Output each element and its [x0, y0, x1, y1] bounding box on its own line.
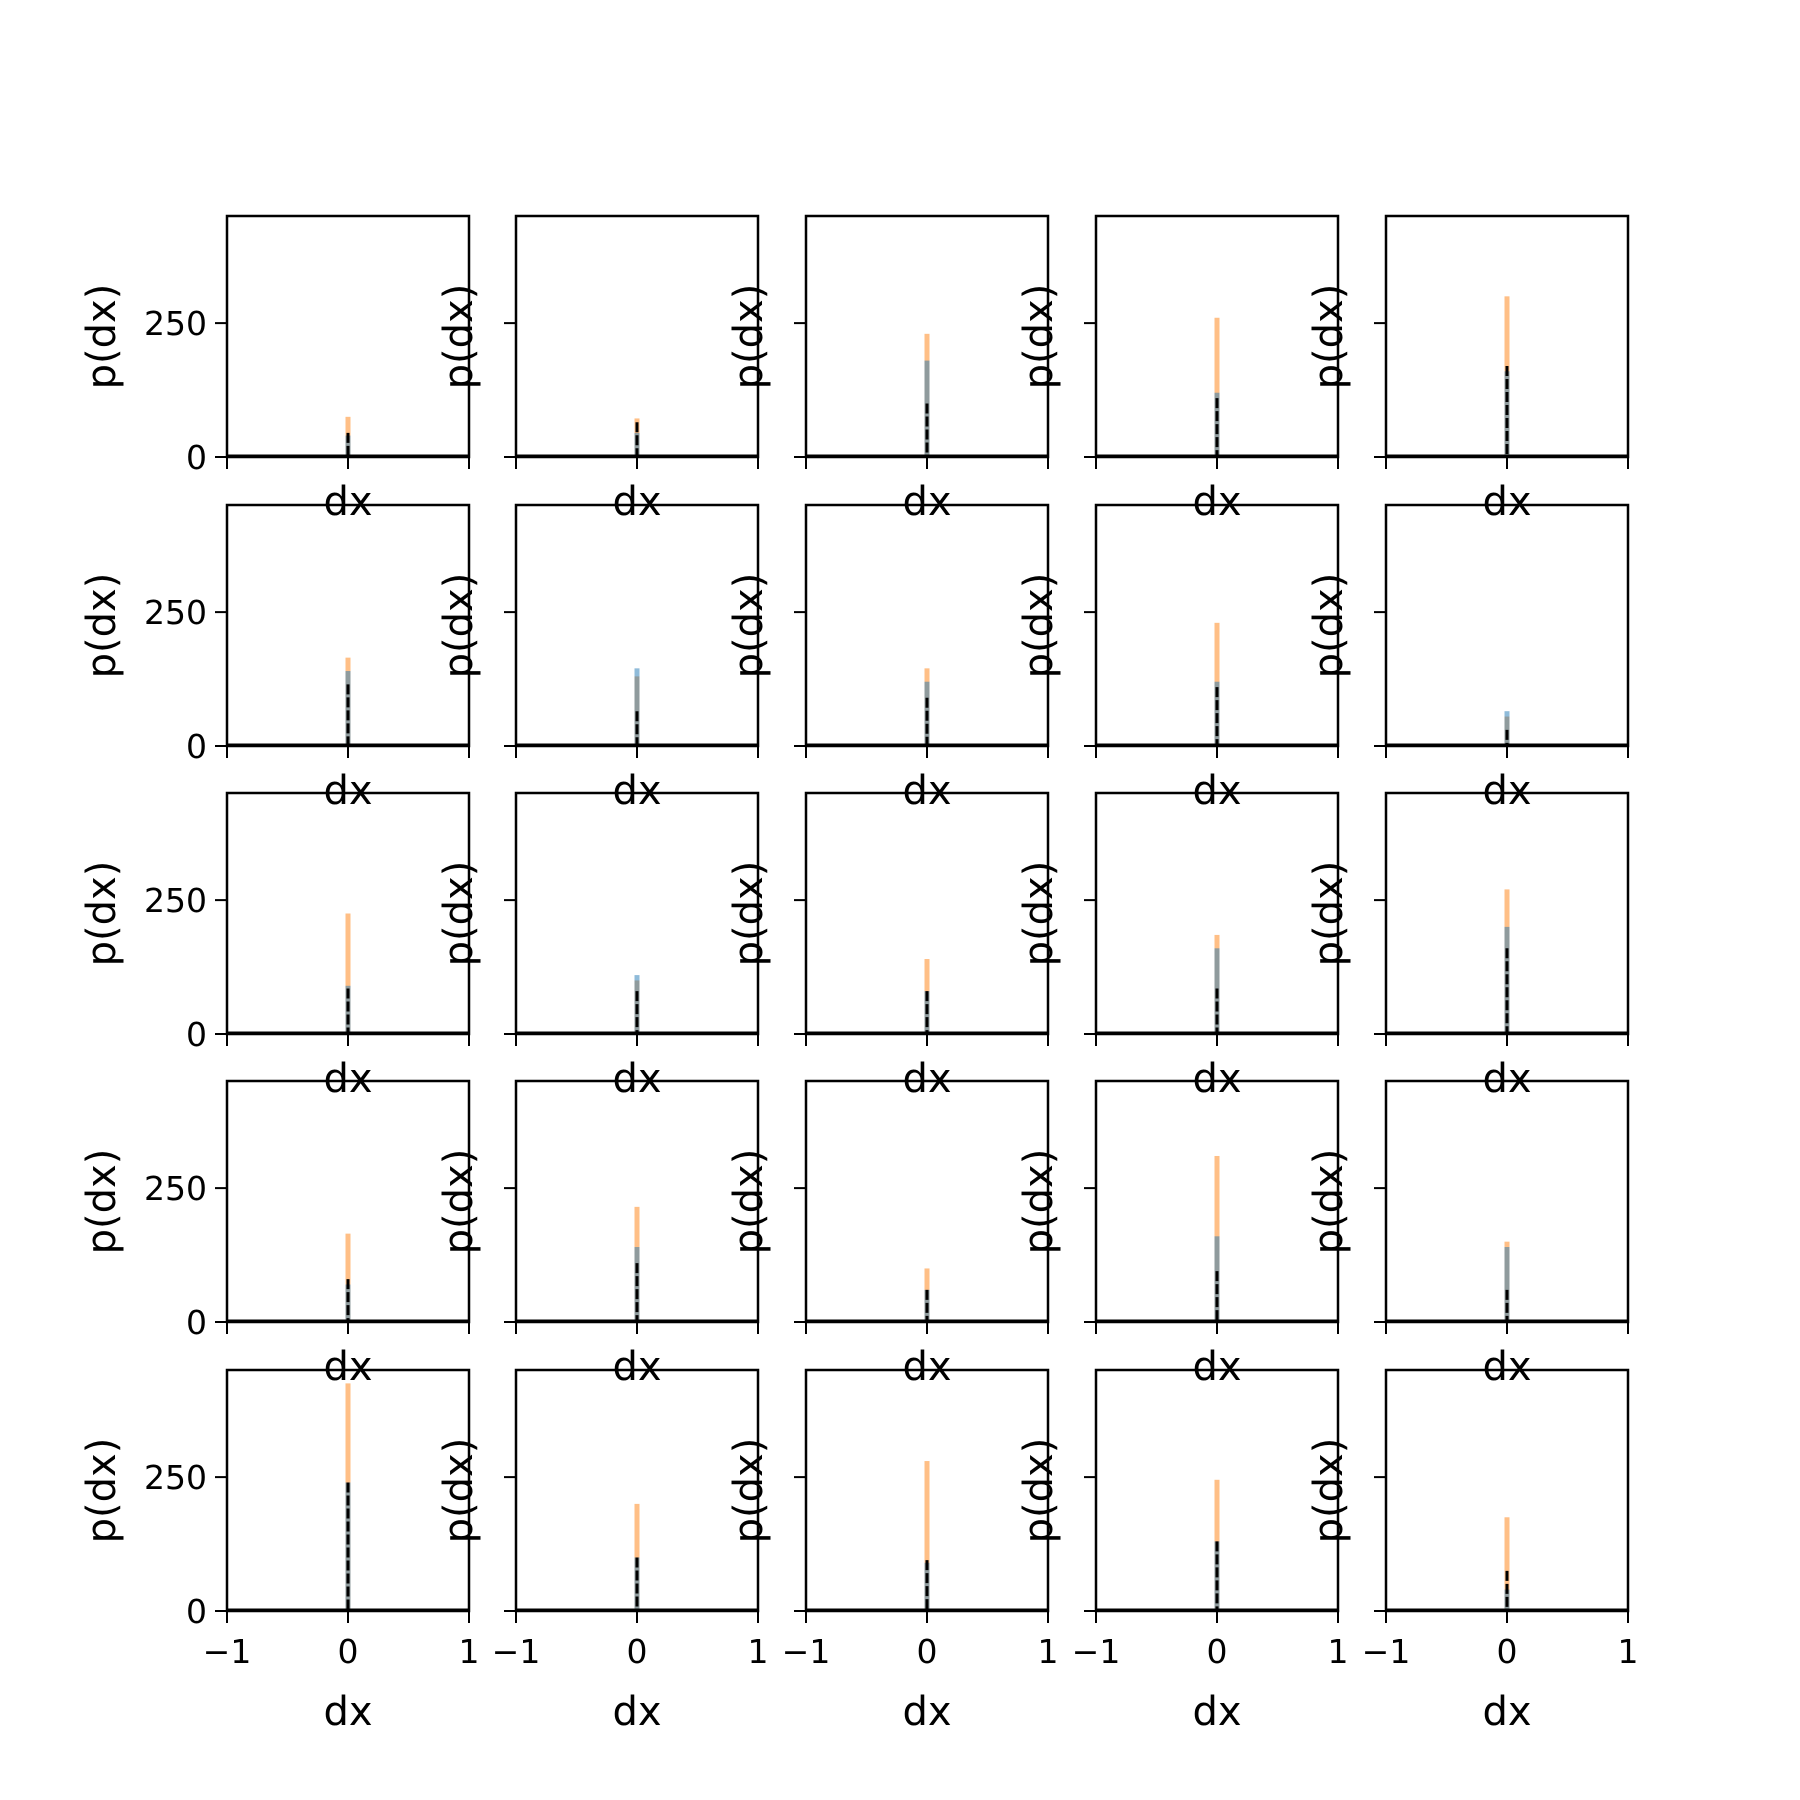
x-axis-label: dx: [323, 768, 372, 814]
x-axis-label: dx: [323, 1056, 372, 1102]
y-axis-label: p(dx): [1306, 861, 1352, 967]
y-axis-label: p(dx): [1306, 284, 1352, 390]
panel-frame: [1384, 503, 1630, 748]
y-axis-label: p(dx): [1306, 1438, 1352, 1544]
x-tick-label: −1: [1072, 1632, 1121, 1671]
y-tick-label: 250: [144, 881, 207, 920]
y-axis-label: p(dx): [79, 1149, 125, 1255]
histogram-bar-blue: [345, 671, 351, 746]
y-axis-label: p(dx): [436, 573, 482, 679]
x-tick-label: −1: [1362, 1632, 1411, 1671]
histogram-bar-orange: [1214, 317, 1220, 457]
x-tick-label: 0: [338, 1632, 359, 1671]
y-axis-label: p(dx): [79, 284, 125, 390]
x-axis-label: dx: [323, 1689, 372, 1735]
y-axis-label: p(dx): [726, 1438, 772, 1544]
y-axis-label: p(dx): [436, 1438, 482, 1544]
y-axis-label: p(dx): [726, 861, 772, 967]
x-axis-label: dx: [1482, 479, 1531, 525]
x-axis-label: dx: [612, 1344, 661, 1390]
histogram-bar-blue: [345, 1482, 351, 1611]
x-axis-label: dx: [1482, 1689, 1531, 1735]
histogram-bar-orange: [924, 1461, 930, 1611]
y-tick-label: 250: [144, 1169, 207, 1208]
histogram-bar-blue: [345, 1284, 351, 1322]
x-axis-label: dx: [1192, 768, 1241, 814]
x-tick-label: −1: [782, 1632, 831, 1671]
y-axis-label: p(dx): [436, 284, 482, 390]
x-axis-label: dx: [1482, 1344, 1531, 1390]
x-tick-label: 1: [748, 1632, 769, 1671]
x-axis-label: dx: [902, 1344, 951, 1390]
y-axis-label: p(dx): [726, 1149, 772, 1255]
histogram-bar-blue: [634, 668, 640, 746]
y-axis-label: p(dx): [726, 573, 772, 679]
y-axis-label: p(dx): [1016, 1149, 1062, 1255]
histogram-bar-orange: [1504, 1517, 1510, 1611]
x-tick-label: 0: [1497, 1632, 1518, 1671]
x-tick-label: 1: [1328, 1632, 1349, 1671]
x-axis-label: dx: [1192, 479, 1241, 525]
x-axis-label: dx: [1482, 768, 1531, 814]
y-axis-label: p(dx): [436, 1149, 482, 1255]
x-axis-label: dx: [902, 479, 951, 525]
y-tick-label: 0: [186, 727, 207, 766]
x-tick-label: 0: [627, 1632, 648, 1671]
x-axis-label: dx: [902, 1689, 951, 1735]
y-tick-label: 0: [186, 1592, 207, 1631]
y-axis-label: p(dx): [1016, 573, 1062, 679]
x-axis-label: dx: [612, 479, 661, 525]
x-tick-label: 1: [1618, 1632, 1639, 1671]
y-axis-label: p(dx): [436, 861, 482, 967]
y-axis-label: p(dx): [79, 861, 125, 967]
x-axis-label: dx: [1192, 1344, 1241, 1390]
histogram-bar-blue: [1504, 1247, 1510, 1322]
x-tick-label: −1: [492, 1632, 541, 1671]
y-tick-label: 250: [144, 304, 207, 343]
y-tick-label: 250: [144, 1458, 207, 1497]
x-axis-label: dx: [612, 1689, 661, 1735]
x-tick-label: −1: [203, 1632, 252, 1671]
y-tick-label: 0: [186, 438, 207, 477]
x-tick-label: 0: [1207, 1632, 1228, 1671]
x-axis-label: dx: [1192, 1689, 1241, 1735]
y-axis-label: p(dx): [1306, 573, 1352, 679]
y-axis-label: p(dx): [726, 284, 772, 390]
x-axis-label: dx: [612, 768, 661, 814]
x-tick-label: 1: [1038, 1632, 1059, 1671]
x-tick-label: 0: [917, 1632, 938, 1671]
x-axis-label: dx: [612, 1056, 661, 1102]
y-tick-label: 250: [144, 593, 207, 632]
x-axis-label: dx: [902, 1056, 951, 1102]
y-axis-label: p(dx): [79, 1438, 125, 1544]
x-tick-label: 1: [459, 1632, 480, 1671]
histogram-bar-blue: [1504, 711, 1510, 746]
x-axis-label: dx: [323, 479, 372, 525]
y-axis-label: p(dx): [1306, 1149, 1352, 1255]
histogram-bar-orange: [345, 1233, 351, 1322]
x-axis-label: dx: [1192, 1056, 1241, 1102]
y-axis-label: p(dx): [79, 573, 125, 679]
x-axis-label: dx: [902, 768, 951, 814]
y-axis-label: p(dx): [1016, 284, 1062, 390]
y-tick-label: 0: [186, 1303, 207, 1342]
y-axis-label: p(dx): [1016, 861, 1062, 967]
x-axis-label: dx: [323, 1344, 372, 1390]
y-axis-label: p(dx): [1016, 1438, 1062, 1544]
y-tick-label: 0: [186, 1015, 207, 1054]
histogram-bar-orange: [345, 913, 351, 1034]
x-axis-label: dx: [1482, 1056, 1531, 1102]
